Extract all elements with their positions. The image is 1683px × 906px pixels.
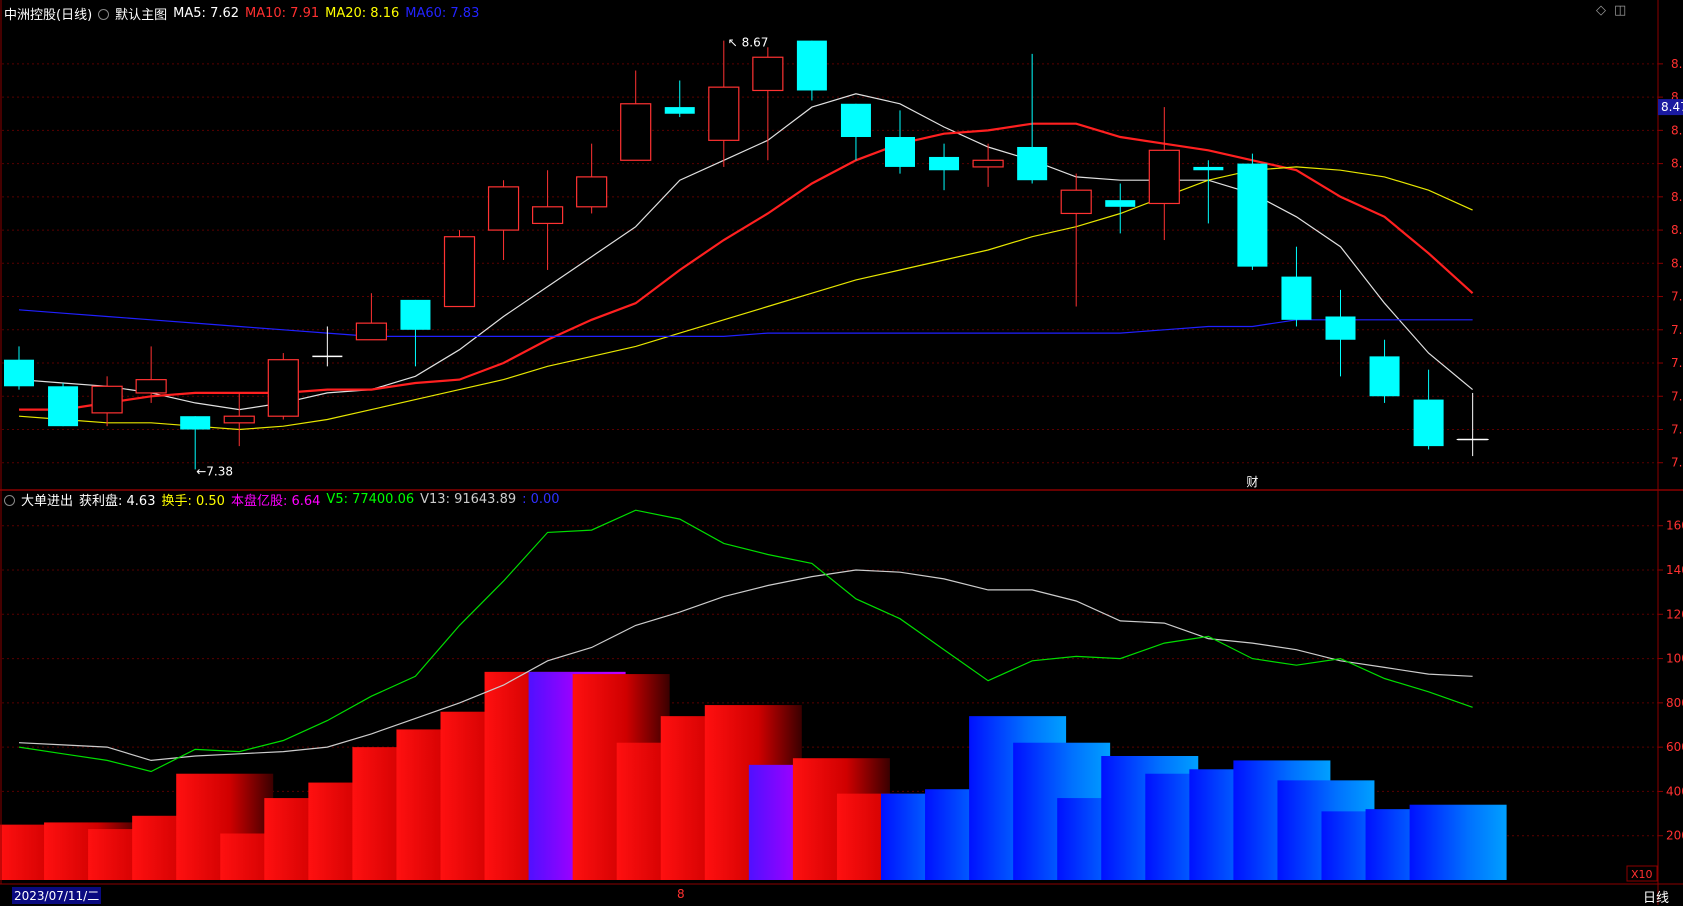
candle-body [1369,356,1400,397]
candle-body [531,206,564,225]
price-tick-label: 7.70 [1671,356,1683,370]
candle-body [576,176,608,208]
candle-body [752,56,784,92]
indicator-circle-icon[interactable] [4,494,15,506]
high-price-marker: ↖ 8.67 [728,36,769,50]
grid [2,63,1658,837]
candle-body [1105,200,1136,207]
line-v13 [18,569,1473,762]
indicator-tick-label: 14000 [1666,563,1683,577]
multiplier-box [1626,865,1658,882]
price-tick-label: 8.20 [1671,190,1683,204]
line-ma10 [19,122,1474,411]
price-tick-label: 7.90 [1671,290,1683,304]
ma20-label: MA20: 8.16 [325,5,400,21]
ma60-label: MA60: 7.83 [405,5,480,21]
series-lines [18,93,1474,773]
price-tick-label: 7.40 [1671,456,1683,470]
candle-body [972,159,1004,168]
ma5-label: MA5: 7.62 [173,5,240,21]
current-price-tag: 8.47 [1661,100,1683,114]
price-panel-header: 中洲控股(日线) 默认主图 MA5: 7.62 MA10: 7.91 MA20:… [4,3,479,23]
candle-body [840,103,871,138]
indicator-label-zero: : 0.00 [522,491,560,507]
candle-body [443,236,476,308]
indicator-tick-label: 16000 [1666,519,1683,533]
indicator-tick-label: 10000 [1666,652,1683,666]
line-ma20 [18,166,1473,431]
indicator-panel-header: 大单进出 获利盘: 4.63 换手: 0.50 本盘亿股: 6.64 V5: 7… [4,489,560,509]
candle-body [708,86,740,141]
candle-body [1193,166,1224,171]
line-ma60 [18,309,1473,337]
indicator-bars [0,671,1507,880]
price-tick-label: 7.60 [1671,389,1683,403]
line-ma5 [18,93,1473,411]
indicator-label-profit: 获利盘: 4.63 [79,493,156,509]
multiplier-label: X10 [1631,868,1653,881]
current-price-tag-box [1658,99,1683,116]
diamond-icon[interactable]: ◇ [1596,3,1606,18]
candle-body [4,359,34,387]
candle-body [91,385,123,414]
indicator-bar [1409,804,1507,880]
candle-body [1148,149,1180,205]
line-v5 [18,509,1473,773]
candle-body [664,107,695,114]
indicator-tick-label: 8000 [1666,696,1683,710]
price-tick-label: 8.40 [1671,123,1683,137]
candle-body [223,415,255,424]
price-tick-label: 8.00 [1671,256,1683,270]
candle-body [885,137,915,167]
candle-body [135,379,167,394]
candle-body [1237,163,1268,267]
candle-body [796,40,827,91]
candle-body [400,299,431,330]
indicator-label-v13: V13: 91643.89 [420,491,517,507]
indicator-tick-label: 12000 [1666,607,1683,621]
period-label[interactable]: 日线 [1643,891,1670,906]
price-tick-label: 8.10 [1671,223,1683,237]
candle-body [1325,316,1356,340]
candle-body [929,156,960,171]
candle-body [267,359,299,417]
stock-title[interactable]: 中洲控股(日线) [4,7,93,23]
price-tick-label: 7.80 [1671,323,1683,337]
price-tick-label: 7.50 [1671,422,1683,436]
candle-body [355,322,387,341]
indicator-label-v5: V5: 77400.06 [326,491,415,507]
candles [4,40,1488,470]
candle-body [1281,276,1312,320]
main-chart-label[interactable]: 默认主图 [115,7,168,23]
ma10-label: MA10: 7.91 [245,5,320,21]
candle-body [1017,146,1048,181]
indicator-label-turnover: 换手: 0.50 [161,493,225,509]
indicator-label-shares: 本盘亿股: 6.64 [230,493,321,509]
indicator-tick-label: 6000 [1666,740,1683,754]
price-tick-label: 8.60 [1671,57,1683,71]
window-toggle-icon[interactable]: ◫ [1614,3,1627,18]
date-cursor: 2023/07/11/二 [12,887,102,904]
price-tick-label: 8.30 [1671,157,1683,171]
candle-body [180,416,211,430]
low-price-marker: ←7.38 [196,464,233,478]
event-marker: 财 [1246,475,1258,489]
month-marker: 8 [677,887,685,901]
candle-body [1413,399,1444,447]
indicator-tick-label: 4000 [1666,784,1683,798]
settings-circle-icon[interactable] [98,8,110,20]
indicator-tick-label: 2000 [1666,829,1683,843]
candle-body [487,186,520,231]
indicator-name[interactable]: 大单进出 [21,493,74,509]
candle-body [48,386,79,427]
candle-body [620,103,652,161]
candle-body [1060,189,1092,215]
